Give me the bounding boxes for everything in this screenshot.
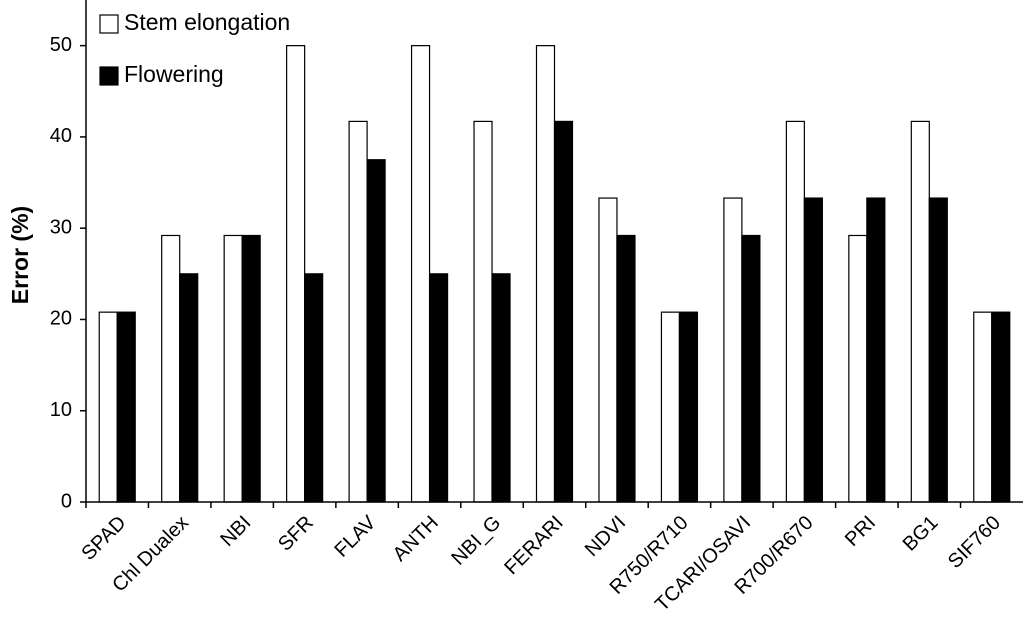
legend-swatch	[99, 66, 119, 86]
legend-swatch	[99, 14, 119, 34]
bar	[348, 120, 368, 503]
x-tick-label: FLAV	[330, 511, 380, 561]
x-tick-label: SPAD	[77, 512, 130, 565]
x-tick-label: NBI	[216, 512, 255, 551]
y-axis-label: Error (%)	[7, 206, 33, 304]
bar	[866, 197, 886, 503]
bar	[616, 234, 636, 503]
bar	[741, 234, 761, 503]
bar	[598, 197, 618, 503]
bar	[241, 234, 261, 503]
bar	[116, 311, 136, 503]
bar	[491, 273, 511, 503]
y-tick-label: 10	[50, 399, 72, 421]
bar	[410, 45, 431, 503]
x-tick-label: SFR	[274, 512, 318, 556]
x-tick-label: SIF760	[944, 512, 1005, 573]
y-tick-label: 40	[50, 125, 72, 147]
bar	[660, 311, 681, 503]
bar	[973, 311, 993, 503]
legend-label: Flowering	[124, 61, 224, 87]
x-tick-label: BG1	[899, 512, 943, 556]
y-tick-label: 30	[50, 216, 72, 238]
x-tick-label: ANTH	[389, 512, 443, 566]
y-tick-label: 0	[61, 490, 72, 512]
bar	[304, 273, 324, 503]
bar	[179, 273, 199, 503]
bar	[553, 120, 574, 503]
legend-label: Stem elongation	[124, 9, 290, 35]
x-tick-label: NBI_G	[447, 512, 505, 570]
bar	[428, 273, 449, 503]
bar	[803, 197, 823, 503]
bar	[928, 197, 948, 503]
bar	[535, 45, 556, 503]
bar	[366, 159, 386, 503]
bar	[723, 197, 743, 503]
bar	[678, 311, 699, 503]
bar	[848, 234, 868, 503]
bar	[98, 311, 118, 503]
bar	[286, 45, 306, 503]
x-tick-label: FERARI	[500, 512, 567, 579]
x-tick-label: PRI	[841, 512, 880, 551]
y-tick-label: 20	[50, 308, 72, 330]
bar	[785, 120, 805, 503]
bar	[161, 234, 181, 503]
bar	[991, 311, 1011, 503]
x-tick-label: NDVI	[581, 512, 630, 561]
y-tick-label: 50	[50, 34, 72, 56]
bar	[223, 234, 243, 503]
bar	[473, 120, 493, 503]
bar	[910, 120, 930, 503]
